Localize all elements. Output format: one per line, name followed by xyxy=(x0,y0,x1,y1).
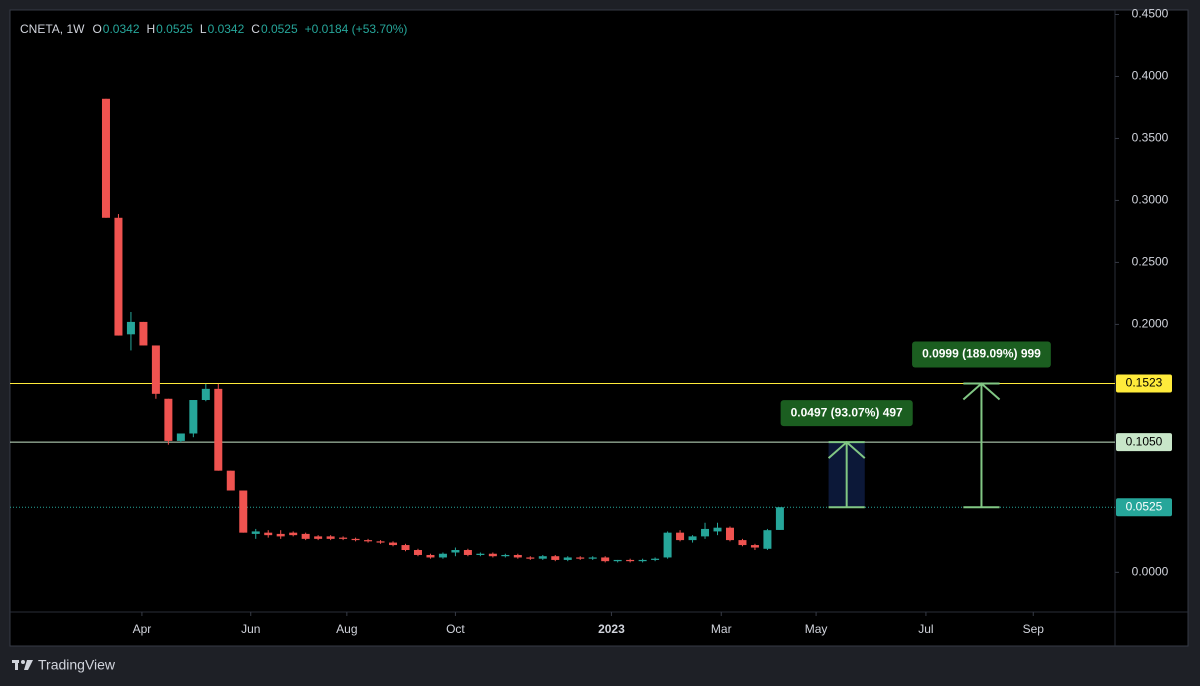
candle-body xyxy=(239,490,248,533)
price-badge-label: 0.1523 xyxy=(1126,376,1163,390)
y-tick-label: 0.0000 xyxy=(1132,565,1169,579)
ohlc-label: O xyxy=(92,22,101,36)
x-tick-label: Sep xyxy=(1023,622,1045,636)
candle-body xyxy=(725,527,734,541)
candle-body xyxy=(551,556,560,560)
x-tick-label: 2023 xyxy=(598,622,625,636)
candle-body xyxy=(139,321,148,346)
change: +0.0184 (+53.70%) xyxy=(305,22,408,36)
candle-body xyxy=(451,550,460,553)
price-badge xyxy=(1116,374,1172,393)
candle-body xyxy=(226,470,235,491)
candle-body xyxy=(301,533,310,539)
candle-body xyxy=(688,536,697,541)
candle-body xyxy=(601,557,610,562)
candle-body xyxy=(775,507,784,530)
candle-body xyxy=(426,554,435,558)
candle-body xyxy=(151,345,160,394)
candle-body xyxy=(314,536,323,539)
candle-body xyxy=(501,554,510,557)
candle-body xyxy=(626,559,635,562)
measure-arrowhead xyxy=(827,440,866,459)
measure-label-text: 0.0497 (93.07%) 497 xyxy=(791,405,903,419)
candle-body xyxy=(538,556,547,559)
y-tick-label: 0.3000 xyxy=(1132,193,1169,207)
candle-body xyxy=(339,537,348,539)
candle-body xyxy=(189,400,198,434)
y-tick-label: 0.4500 xyxy=(1132,7,1169,21)
candle-body xyxy=(476,553,485,555)
candle-body xyxy=(738,540,747,546)
candle-body xyxy=(351,538,360,541)
y-tick-label: 0.2500 xyxy=(1132,255,1169,269)
y-tick-label: 0.3500 xyxy=(1132,131,1169,145)
y-tick-label: 0.4000 xyxy=(1132,69,1169,83)
logo xyxy=(12,660,33,670)
x-tick-label: Apr xyxy=(133,622,152,636)
candle-body xyxy=(638,559,647,562)
y-tick-label: 0.2000 xyxy=(1132,317,1169,331)
chart-panel xyxy=(9,9,1189,647)
candle-body xyxy=(613,559,622,562)
x-tick-label: Oct xyxy=(446,622,465,636)
candle-body xyxy=(126,321,135,335)
candle-body xyxy=(588,557,597,559)
x-tick-label: Mar xyxy=(711,622,732,636)
candle-body xyxy=(413,550,422,555)
candle-body xyxy=(526,557,535,559)
candle-body xyxy=(676,532,685,541)
ohlc-value: 0.0525 xyxy=(156,22,193,36)
candle-body xyxy=(750,545,759,548)
ohlc-label: C xyxy=(251,22,260,36)
candle-body xyxy=(101,98,110,218)
candle-body xyxy=(401,545,410,551)
price-badge-label: 0.0525 xyxy=(1126,499,1163,513)
ohlc-value: 0.0342 xyxy=(208,22,245,36)
price-badge xyxy=(1116,498,1172,517)
candle-body xyxy=(763,530,772,549)
candle-body xyxy=(651,558,660,560)
measure-label-text: 0.0999 (189.09%) 999 xyxy=(922,347,1041,361)
ohlc-label: L xyxy=(200,22,207,36)
ohlc-value: 0.0525 xyxy=(261,22,298,36)
ohlc-value: 0.0342 xyxy=(103,22,140,36)
measure-arrowhead xyxy=(962,382,1001,401)
candle-body xyxy=(176,433,185,441)
candle-body xyxy=(488,553,497,557)
candle-body xyxy=(264,532,273,536)
measure-label: 0.0497 (93.07%) 497 xyxy=(780,400,913,427)
candle-body xyxy=(663,532,672,558)
measure-label-box xyxy=(780,400,913,427)
candle-body xyxy=(276,533,285,537)
candle-body xyxy=(389,542,398,546)
price-badge-label: 0.1050 xyxy=(1126,434,1163,448)
candle-body xyxy=(463,550,472,555)
x-tick-label: May xyxy=(805,622,828,636)
candle-body xyxy=(563,557,572,560)
candle-body xyxy=(326,536,335,539)
candle-body xyxy=(701,528,710,537)
candle-body xyxy=(251,531,260,534)
x-tick-label: Jun xyxy=(241,622,260,636)
candle-body xyxy=(289,532,298,536)
x-tick-label: Jul xyxy=(918,622,933,636)
price-badge xyxy=(1116,433,1172,452)
candle-body xyxy=(214,388,223,471)
candle-body xyxy=(513,554,522,558)
ohlc-label: H xyxy=(147,22,156,36)
candle-body xyxy=(713,527,722,532)
branding: TradingView xyxy=(38,657,116,673)
candle-body xyxy=(376,541,385,543)
measure-label: 0.0999 (189.09%) 999 xyxy=(912,341,1051,368)
candle-body xyxy=(438,553,447,558)
candle-body xyxy=(576,557,585,559)
x-tick-label: Aug xyxy=(336,622,357,636)
candle-body xyxy=(164,398,173,441)
symbol: CNETA, 1W xyxy=(20,22,85,36)
candle-body xyxy=(114,217,123,336)
candle-body xyxy=(201,388,210,401)
candle-body xyxy=(364,540,373,542)
measure-label-box xyxy=(912,341,1051,368)
